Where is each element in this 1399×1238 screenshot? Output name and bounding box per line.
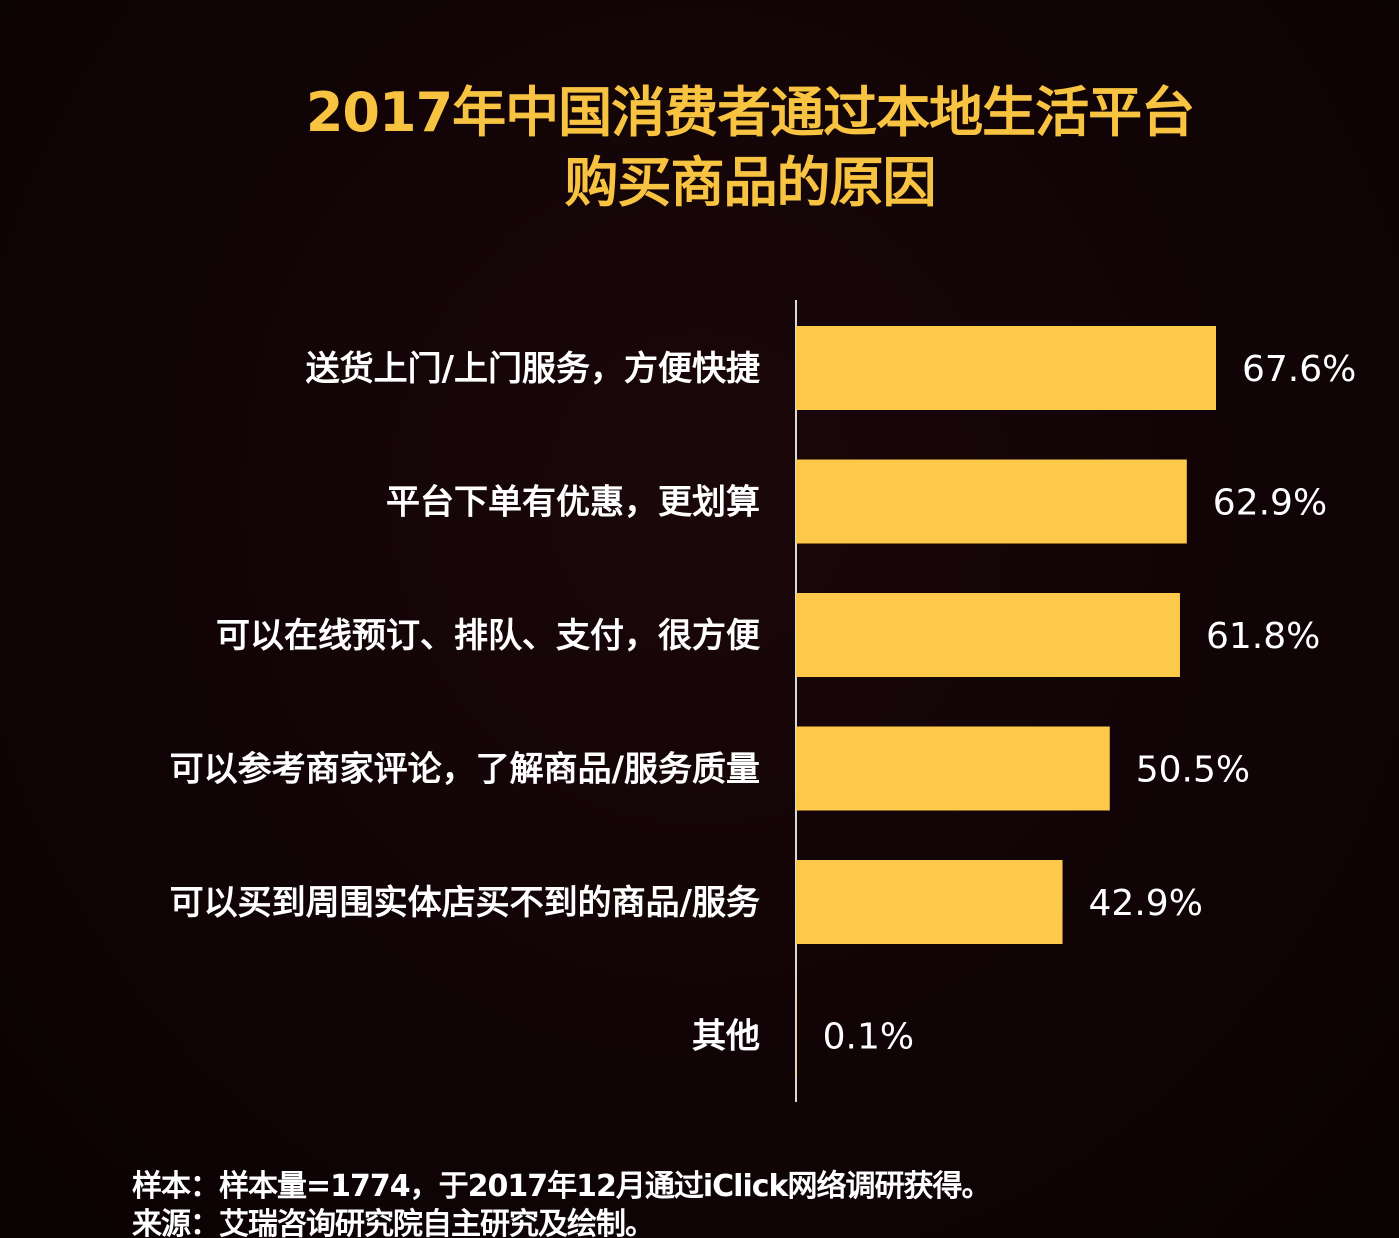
source-note: 来源：艾瑞咨询研究院自主研究及绘制。 — [132, 1207, 655, 1238]
bar — [796, 993, 797, 1078]
value-label: 50.5% — [1136, 750, 1250, 791]
value-label: 0.1% — [823, 1017, 914, 1058]
category-label: 可以买到周围实体店买不到的商品/服务 — [170, 883, 760, 923]
chart-title-line-1: 2017年中国消费者通过本地生活平台 — [305, 81, 1195, 144]
chart-title: 2017年中国消费者通过本地生活平台 购买商品的原因 — [0, 78, 1399, 218]
value-label: 61.8% — [1206, 616, 1320, 657]
bar — [796, 860, 1063, 944]
value-label: 62.9% — [1213, 483, 1327, 524]
bar — [796, 726, 1110, 811]
value-label: 42.9% — [1089, 883, 1203, 924]
bar — [796, 593, 1180, 677]
value-label: 67.6% — [1242, 349, 1356, 390]
chart-footer: 样本：样本量=1774，于2017年12月通过iClick网络调研获得。 来源：… — [132, 1168, 991, 1238]
category-label: 平台下单有优惠，更划算 — [386, 483, 760, 523]
bar — [796, 459, 1187, 544]
category-label: 可以在线预订、排队、支付，很方便 — [216, 616, 761, 656]
bar — [796, 326, 1216, 410]
category-label: 送货上门/上门服务，方便快捷 — [306, 349, 760, 389]
sample-note: 样本：样本量=1774，于2017年12月通过iClick网络调研获得。 — [132, 1169, 991, 1204]
category-label: 其他 — [692, 1017, 760, 1057]
chart-title-line-2: 购买商品的原因 — [564, 151, 937, 214]
category-label: 可以参考商家评论，了解商品/服务质量 — [170, 750, 760, 790]
